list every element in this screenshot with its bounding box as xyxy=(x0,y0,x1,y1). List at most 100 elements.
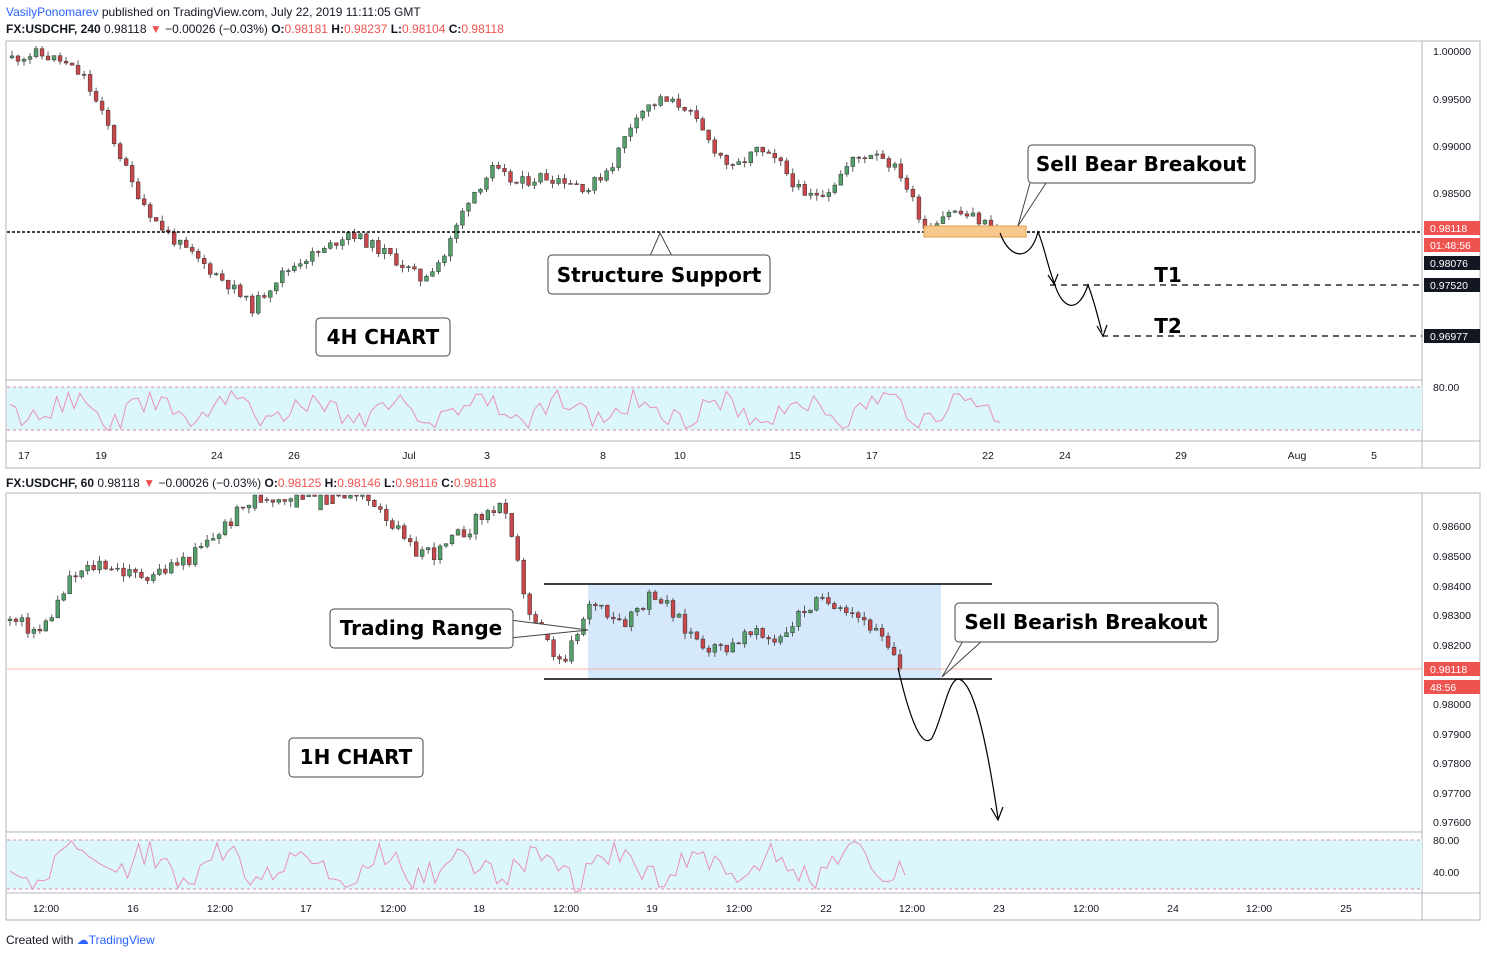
candle-body xyxy=(629,611,634,627)
candle-body xyxy=(484,177,489,190)
candle-body xyxy=(640,110,645,119)
candle-body xyxy=(312,494,317,497)
svg-text:Sell Bear Breakout: Sell Bear Breakout xyxy=(1036,152,1247,176)
candle-body xyxy=(376,240,381,254)
t1-price-badge xyxy=(1424,278,1480,292)
candle-body xyxy=(964,213,970,217)
candle-body xyxy=(832,603,837,609)
candle-body xyxy=(246,504,252,509)
top-rsi-tick: 80.00 xyxy=(1433,382,1459,394)
candle-body xyxy=(133,569,138,573)
author-link[interactable]: VasilyPonomarev xyxy=(6,5,99,19)
candle-body xyxy=(515,536,520,561)
top-price: 0.98118 xyxy=(104,22,147,36)
tradingview-brand[interactable]: TradingView xyxy=(88,933,155,947)
candle-body xyxy=(396,525,401,529)
bottom-x-tick: 17 xyxy=(300,903,312,915)
candle-body xyxy=(766,151,771,154)
callout-sell-bear-breakout[interactable]: Sell Bear Breakout xyxy=(1017,144,1256,227)
candle-body xyxy=(73,575,78,578)
candle-body xyxy=(748,631,753,635)
candle-body xyxy=(808,609,813,614)
candle-body xyxy=(676,613,682,618)
bottom-symbol[interactable]: FX:USDCHF, 60 xyxy=(6,476,95,490)
candle-body xyxy=(814,192,819,196)
candle-body xyxy=(348,494,353,499)
candle-body xyxy=(354,494,359,497)
bottom-open: 0.98125 xyxy=(277,476,322,490)
label-1h-chart: 1H CHART xyxy=(288,737,424,778)
candle-body xyxy=(175,562,180,566)
published-text: published on TradingView.com, July 22, 2… xyxy=(101,5,421,19)
bottom-candles xyxy=(7,494,903,672)
candle-body xyxy=(270,499,275,503)
candle-body xyxy=(874,153,880,156)
bottom-y-tick: 0.98200 xyxy=(1433,640,1471,652)
callout-structure-support[interactable]: Structure Support xyxy=(547,231,771,295)
callout-trading-range[interactable]: Trading Range xyxy=(329,608,589,649)
candle-body xyxy=(700,118,705,131)
candle-body xyxy=(790,626,795,633)
candle-body xyxy=(940,216,946,224)
candle-body xyxy=(123,158,129,166)
top-high: 0.98237 xyxy=(343,22,388,36)
bottom-x-tick: 23 xyxy=(993,903,1005,915)
candle-body xyxy=(449,534,455,544)
charts-canvas[interactable]: Sell Bear Breakout Structure Support 4H … xyxy=(0,0,1487,930)
candle-body xyxy=(121,567,126,577)
candle-body xyxy=(820,194,825,197)
bottom-y-tick: 0.97600 xyxy=(1433,817,1471,829)
bottom-x-tick: 12:00 xyxy=(380,903,406,915)
candle-body xyxy=(772,638,777,643)
candle-body xyxy=(652,591,658,600)
candle-body xyxy=(760,146,765,153)
top-y-tick: 0.99500 xyxy=(1433,94,1471,106)
candle-body xyxy=(408,538,413,543)
candle-body xyxy=(646,591,652,610)
candle-body xyxy=(814,597,819,611)
bottom-y-tick: 0.97900 xyxy=(1433,729,1471,741)
candle-body xyxy=(556,178,561,184)
top-symbol[interactable]: FX:USDCHF, 240 xyxy=(6,22,101,36)
callout-sell-bearish-breakout[interactable]: Sell Bearish Breakout xyxy=(941,602,1219,678)
candle-body xyxy=(958,210,964,215)
candle-body xyxy=(103,560,108,570)
candle-body xyxy=(402,525,407,539)
candle-body xyxy=(328,242,333,249)
candle-body xyxy=(694,110,699,119)
candle-body xyxy=(796,610,801,627)
candle-body xyxy=(826,192,831,197)
candle-body xyxy=(27,56,33,60)
candle-body xyxy=(97,560,102,571)
candle-body xyxy=(258,494,264,503)
created-with-text: Created with xyxy=(6,933,74,947)
candle-body xyxy=(21,58,27,62)
footer: Created with ☁TradingView xyxy=(6,933,155,947)
tradingview-logo-icon[interactable]: ☁ xyxy=(76,933,89,947)
bottom-last-price-badge-text: 0.98118 xyxy=(1430,664,1467,676)
candle-body xyxy=(390,520,395,529)
candle-body xyxy=(436,262,441,272)
candle-body xyxy=(580,184,585,193)
candle-body xyxy=(496,165,501,169)
candle-body xyxy=(31,628,37,634)
candle-body xyxy=(424,275,429,282)
candle-body xyxy=(414,541,419,557)
bottom-low: 0.98116 xyxy=(395,476,438,490)
candle-body xyxy=(802,184,807,196)
candle-body xyxy=(310,251,315,262)
candle-body xyxy=(177,239,183,245)
t1-price-badge-text: 0.97520 xyxy=(1430,280,1468,292)
target-t2-label: T2 xyxy=(1154,314,1182,338)
candle-body xyxy=(69,62,75,66)
candle-body xyxy=(778,636,783,643)
projection-path-bottom xyxy=(897,667,999,819)
candle-body xyxy=(455,529,461,536)
candle-body xyxy=(473,514,479,535)
candle-body xyxy=(682,107,687,111)
candle-body xyxy=(676,98,681,108)
candle-body xyxy=(611,616,616,620)
candle-body xyxy=(330,494,335,504)
candle-body xyxy=(268,290,273,298)
candle-body xyxy=(796,184,801,188)
